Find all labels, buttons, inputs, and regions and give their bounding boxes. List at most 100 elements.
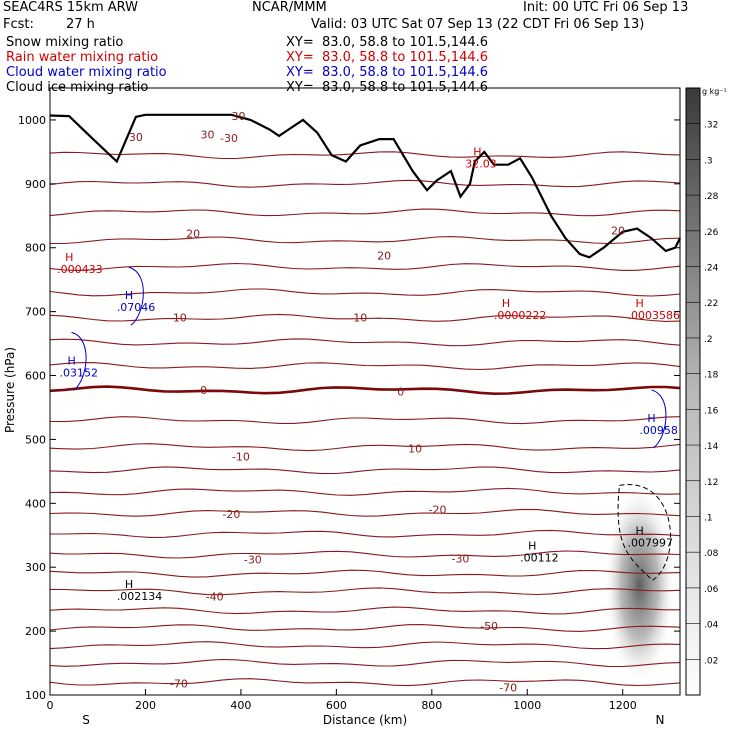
colorbar-tick-label-10: .22 (704, 299, 718, 309)
temperature-label-1: -70 (499, 681, 517, 694)
maximum-marker-3: H (68, 354, 76, 367)
maximum-value-8: .0003586 (628, 309, 681, 322)
temperature-label-10: 0 (200, 384, 207, 397)
colorbar-tick-label-13: .28 (704, 192, 719, 202)
isotherm-4 (49, 606, 680, 615)
maximum-marker-4: H (125, 289, 133, 302)
cloud-water-contour-2 (651, 389, 667, 449)
temperature-label-14: 20 (377, 249, 391, 262)
x-tick-label-6: 1200 (609, 699, 637, 712)
org-label: NCAR/MMM (252, 0, 327, 15)
maximum-value-0: .002134 (117, 590, 162, 603)
isotherm-0 (49, 678, 681, 687)
field-label-snow: Snow mixing ratio (6, 35, 124, 50)
isotherm-7 (49, 550, 681, 559)
model-title: SEAC4RS 15km ARW (3, 0, 139, 15)
temperature-label-3: -40 (206, 591, 224, 604)
terrain-line (49, 113, 681, 259)
field-xy-snow: XY= 83.0, 58.8 to 101.5,144.6 (286, 35, 489, 50)
temperature-label-12: 10 (173, 311, 187, 324)
colorbar-tick-label-5: .12 (704, 478, 718, 488)
colorbar-tick-label-12: .26 (704, 228, 719, 238)
colorbar-tick-label-14: .3 (704, 156, 713, 166)
y-tick-label-3: 400 (25, 497, 46, 510)
x-tick-label-4: 800 (421, 699, 442, 712)
colorbar-units: g kg⁻¹ (702, 87, 727, 96)
temperature-label-6: -20 (222, 508, 240, 521)
isotherm-9 (49, 508, 681, 517)
cloud-ice-shading (605, 490, 674, 681)
colorbar-tick-label-8: .18 (704, 371, 719, 381)
x-tick-label-3: 600 (326, 699, 347, 712)
field-xy-rain: XY= 83.0, 58.8 to 101.5,144.6 (286, 50, 489, 65)
maximum-marker-2: H (636, 524, 644, 537)
maximum-value-2: .007997 (628, 536, 674, 549)
field-xy-cloud-water: XY= 83.0, 58.8 to 101.5,144.6 (286, 65, 489, 80)
temperature-label-5: -30 (451, 552, 469, 565)
isotherm-23 (49, 151, 681, 160)
temperature-label-15: 20 (611, 224, 625, 237)
isotherm-5 (49, 587, 681, 596)
cloud-water-contour-1 (128, 266, 144, 326)
isotherm-8 (50, 529, 681, 538)
maximum-marker-5: H (647, 412, 655, 425)
colorbar (685, 87, 701, 696)
x-tick-label-2: 400 (230, 699, 251, 712)
temperature-label-9: 10 (408, 442, 422, 455)
temperature-label-17: 30 (129, 131, 143, 144)
colorbar-tick-label-4: .1 (704, 513, 713, 523)
init-time: Init: 00 UTC Fri 06 Sep 13 (523, 0, 689, 15)
isotherm-2 (49, 641, 681, 650)
x-tick-label-5: 1000 (513, 699, 541, 712)
maximum-value-7: .0000222 (494, 309, 547, 322)
field-label-cloud-water: Cloud water mixing ratio (6, 65, 167, 80)
isotherm-13 (49, 416, 681, 425)
colorbar-tick-label-3: .08 (704, 549, 719, 559)
y-tick-label-8: 900 (25, 178, 46, 191)
x-axis-label: Distance (km) (323, 713, 407, 727)
temperature-label-13: 10 (353, 311, 367, 324)
isotherm-10 (49, 487, 681, 496)
temperature-label-18: 30 (201, 129, 215, 142)
end-label-south: S (82, 713, 90, 727)
y-tick-label-6: 700 (25, 306, 46, 319)
y-tick-label-7: 800 (25, 242, 46, 255)
temperature-label-11: 0 (397, 386, 404, 399)
y-tick-label-1: 200 (25, 625, 46, 638)
colorbar-tick-label-15: .32 (704, 121, 718, 131)
temperature-label-7: -20 (429, 504, 447, 517)
field-label-rain: Rain water mixing ratio (6, 50, 159, 65)
cloud-water-contour-0 (71, 331, 87, 391)
maximum-marker-8: H (636, 297, 644, 310)
maximum-marker-7: H (502, 297, 510, 310)
colorbar-tick-label-11: .24 (704, 264, 719, 274)
maximum-marker-6: H (65, 251, 73, 264)
temperature-label-19: 30 (232, 110, 246, 123)
isotherm-18 (49, 288, 681, 297)
x-tick-label-1: 200 (135, 699, 156, 712)
isotherm-21 (49, 208, 681, 217)
maximum-value-5: .00958 (639, 424, 678, 437)
isotherm-19 (49, 262, 681, 271)
colorbar-tick-label-7: .16 (704, 406, 719, 416)
maximum-value-1: .00112 (520, 552, 559, 565)
isotherm-15 (49, 362, 681, 371)
plot-frame (49, 87, 681, 696)
colorbar-tick-label-9: .2 (704, 335, 713, 345)
isotherm-14 (49, 385, 681, 396)
maximum-value-6: .000433 (57, 263, 102, 276)
colorbar-tick-label-0: .02 (704, 656, 718, 666)
forecast-hour: 27 h (66, 17, 95, 32)
temperature-label-0: -70 (170, 677, 188, 690)
isotherm-6 (49, 569, 681, 578)
isotherm-22 (49, 179, 681, 188)
valid-time: Valid: 03 UTC Sat 07 Sep 13 (22 CDT Fri … (311, 17, 645, 32)
y-tick-label-9: 1000 (18, 114, 46, 127)
maximum-marker-9: H (473, 145, 481, 158)
temperature-label-20: -30 (220, 132, 238, 145)
colorbar-tick-label-2: .06 (704, 585, 719, 595)
isotherm-16 (49, 338, 681, 347)
y-tick-label-4: 500 (25, 433, 46, 446)
